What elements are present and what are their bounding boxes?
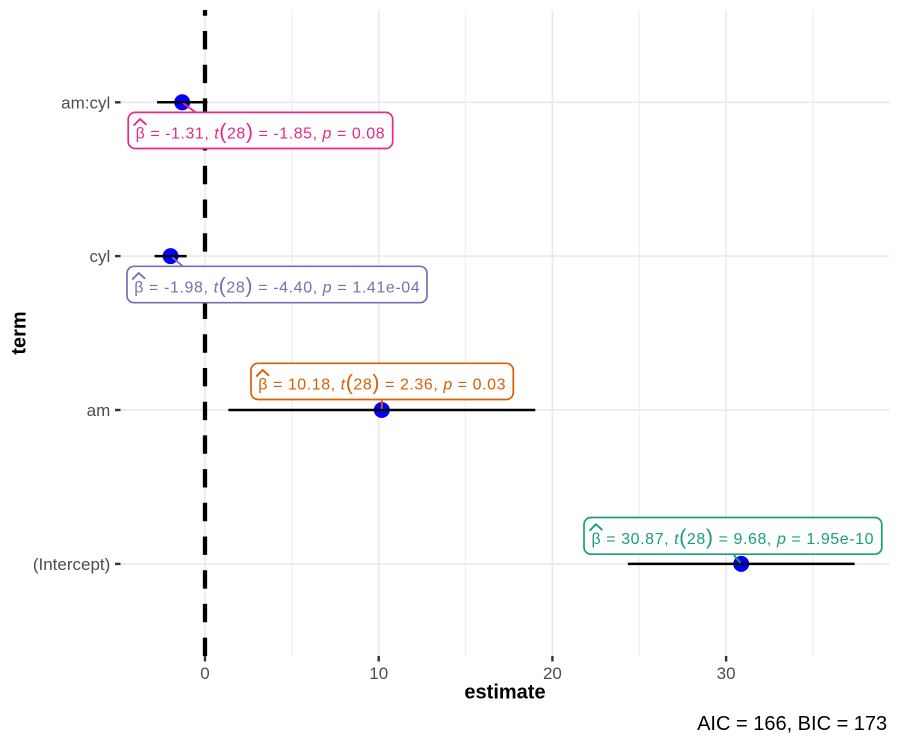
svg-text:30: 30 — [717, 664, 736, 683]
svg-text:term: term — [8, 311, 30, 354]
svg-text:am: am — [87, 401, 111, 420]
svg-text:cyl: cyl — [90, 247, 111, 266]
svg-text:am:cyl: am:cyl — [61, 93, 110, 112]
svg-text:20: 20 — [543, 664, 562, 683]
svg-text:10: 10 — [369, 664, 388, 683]
svg-text:(Intercept): (Intercept) — [33, 555, 110, 574]
svg-text:estimate: estimate — [464, 682, 545, 704]
svg-text:AIC = 166, BIC = 173: AIC = 166, BIC = 173 — [697, 713, 887, 735]
svg-text:0: 0 — [200, 664, 209, 683]
